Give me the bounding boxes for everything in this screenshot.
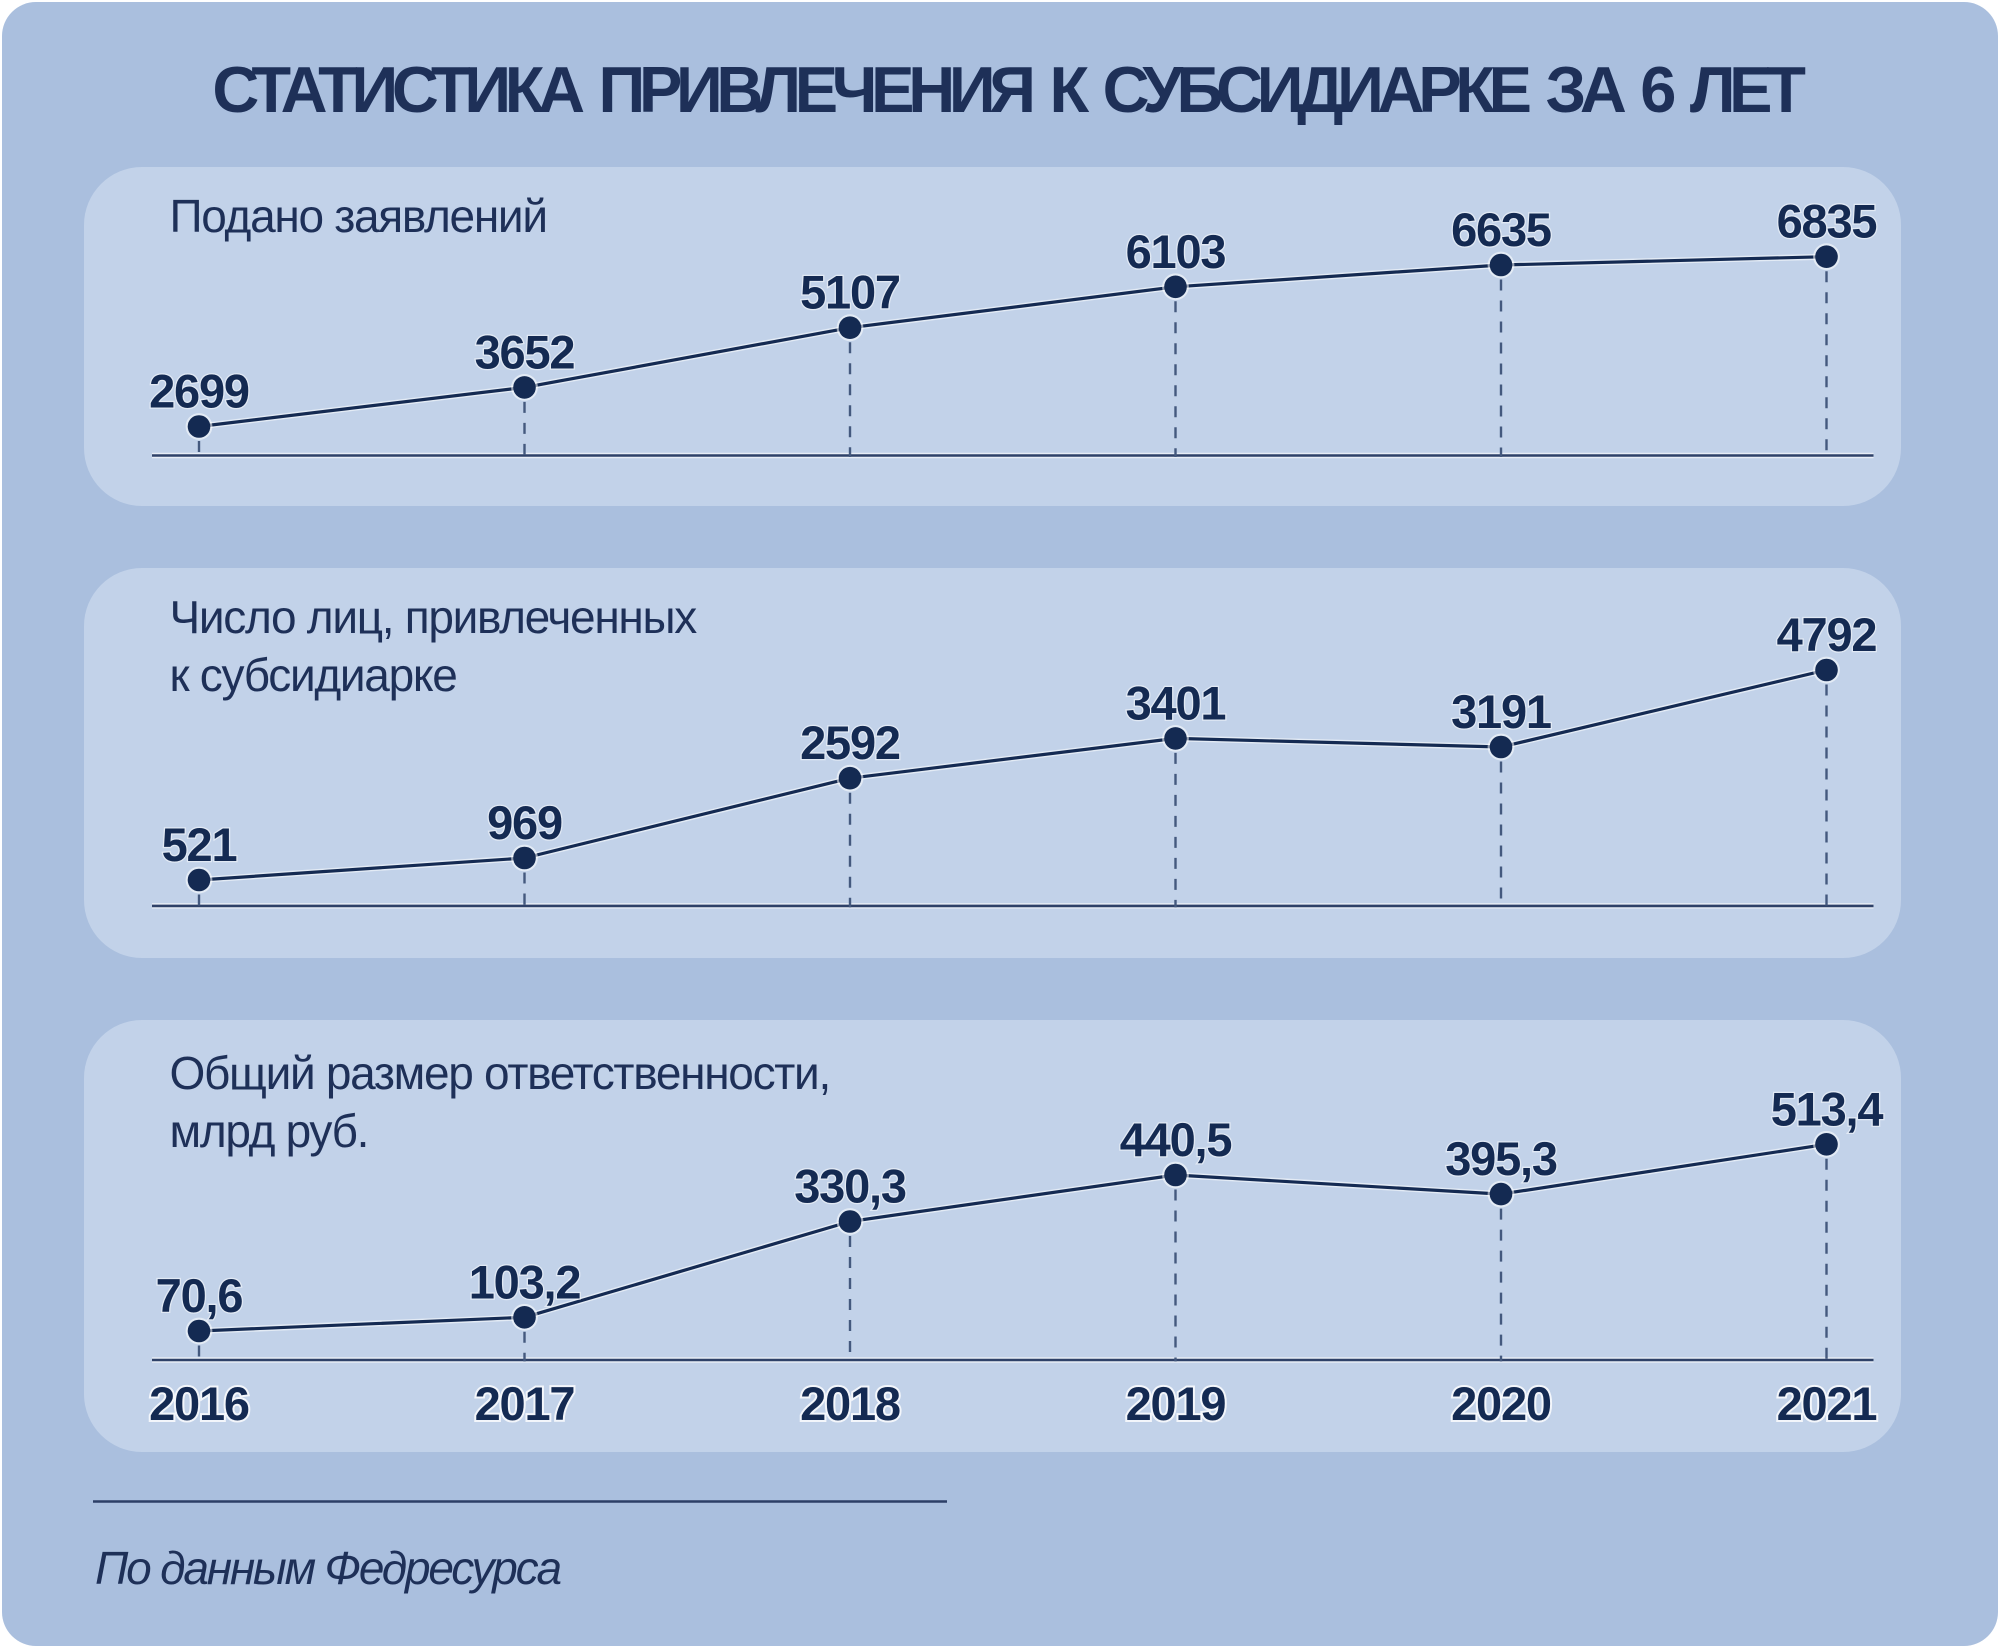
svg-text:2699: 2699 [149, 365, 249, 418]
svg-text:513,4: 513,4 [1771, 1082, 1884, 1135]
svg-text:2020: 2020 [1451, 1377, 1551, 1430]
svg-text:6835: 6835 [1777, 195, 1877, 248]
svg-text:6635: 6635 [1451, 203, 1551, 256]
svg-text:Общий размер ответственности,: Общий размер ответственности, [170, 1047, 830, 1099]
svg-text:По данным Федресурса: По данным Федресурса [95, 1542, 561, 1594]
svg-text:2019: 2019 [1126, 1377, 1226, 1430]
svg-text:330,3: 330,3 [794, 1160, 906, 1213]
svg-text:Число лиц, привлеченных: Число лиц, привлеченных [170, 591, 698, 643]
svg-text:521: 521 [162, 818, 237, 871]
svg-text:440,5: 440,5 [1120, 1113, 1232, 1166]
svg-text:3191: 3191 [1451, 685, 1551, 738]
svg-text:969: 969 [487, 796, 562, 849]
svg-text:Подано заявлений: Подано заявлений [170, 190, 547, 242]
svg-text:6103: 6103 [1126, 225, 1226, 278]
svg-text:2016: 2016 [149, 1377, 249, 1430]
svg-text:СТАТИСТИКА ПРИВЛЕЧЕНИЯ К СУБСИ: СТАТИСТИКА ПРИВЛЕЧЕНИЯ К СУБСИДИАРКЕ ЗА … [212, 53, 1805, 126]
svg-text:3652: 3652 [475, 325, 575, 378]
svg-text:2018: 2018 [800, 1377, 900, 1430]
svg-text:2021: 2021 [1777, 1377, 1877, 1430]
svg-text:4792: 4792 [1777, 608, 1877, 661]
svg-text:5107: 5107 [800, 266, 900, 319]
svg-text:395,3: 395,3 [1445, 1132, 1557, 1185]
svg-text:3401: 3401 [1126, 676, 1226, 729]
svg-text:к субсидиарке: к субсидиарке [170, 649, 457, 701]
svg-text:70,6: 70,6 [156, 1269, 243, 1322]
svg-text:2592: 2592 [800, 716, 900, 769]
svg-text:млрд руб.: млрд руб. [170, 1105, 369, 1157]
svg-text:103,2: 103,2 [469, 1255, 581, 1308]
svg-text:2017: 2017 [475, 1377, 575, 1430]
